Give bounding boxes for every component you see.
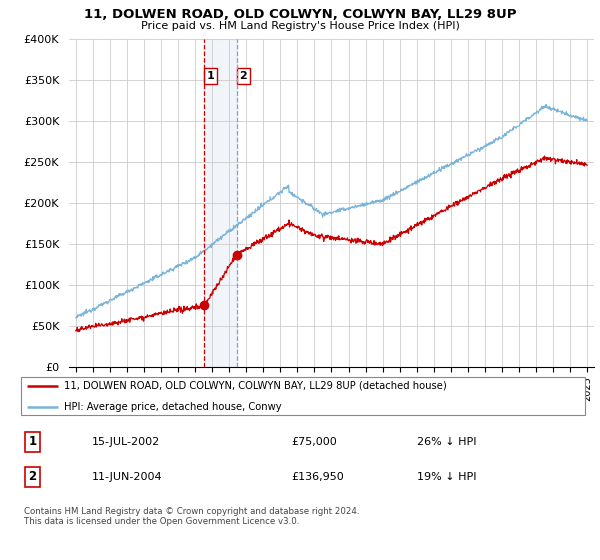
Text: 2: 2: [28, 470, 37, 483]
Text: 15-JUL-2002: 15-JUL-2002: [92, 437, 160, 447]
Text: £75,000: £75,000: [292, 437, 337, 447]
Text: Price paid vs. HM Land Registry's House Price Index (HPI): Price paid vs. HM Land Registry's House …: [140, 21, 460, 31]
Text: 19% ↓ HPI: 19% ↓ HPI: [417, 472, 476, 482]
FancyBboxPatch shape: [21, 377, 585, 415]
Text: 1: 1: [28, 435, 37, 448]
Text: 11-JUN-2004: 11-JUN-2004: [92, 472, 163, 482]
Text: 1: 1: [207, 71, 215, 81]
Text: 11, DOLWEN ROAD, OLD COLWYN, COLWYN BAY, LL29 8UP: 11, DOLWEN ROAD, OLD COLWYN, COLWYN BAY,…: [84, 8, 516, 21]
Text: HPI: Average price, detached house, Conwy: HPI: Average price, detached house, Conw…: [64, 402, 281, 412]
Text: 11, DOLWEN ROAD, OLD COLWYN, COLWYN BAY, LL29 8UP (detached house): 11, DOLWEN ROAD, OLD COLWYN, COLWYN BAY,…: [64, 381, 446, 391]
Text: £136,950: £136,950: [292, 472, 344, 482]
Text: 26% ↓ HPI: 26% ↓ HPI: [417, 437, 476, 447]
Bar: [205, 39, 237, 367]
Text: 2: 2: [239, 71, 247, 81]
Text: Contains HM Land Registry data © Crown copyright and database right 2024.
This d: Contains HM Land Registry data © Crown c…: [24, 507, 359, 526]
